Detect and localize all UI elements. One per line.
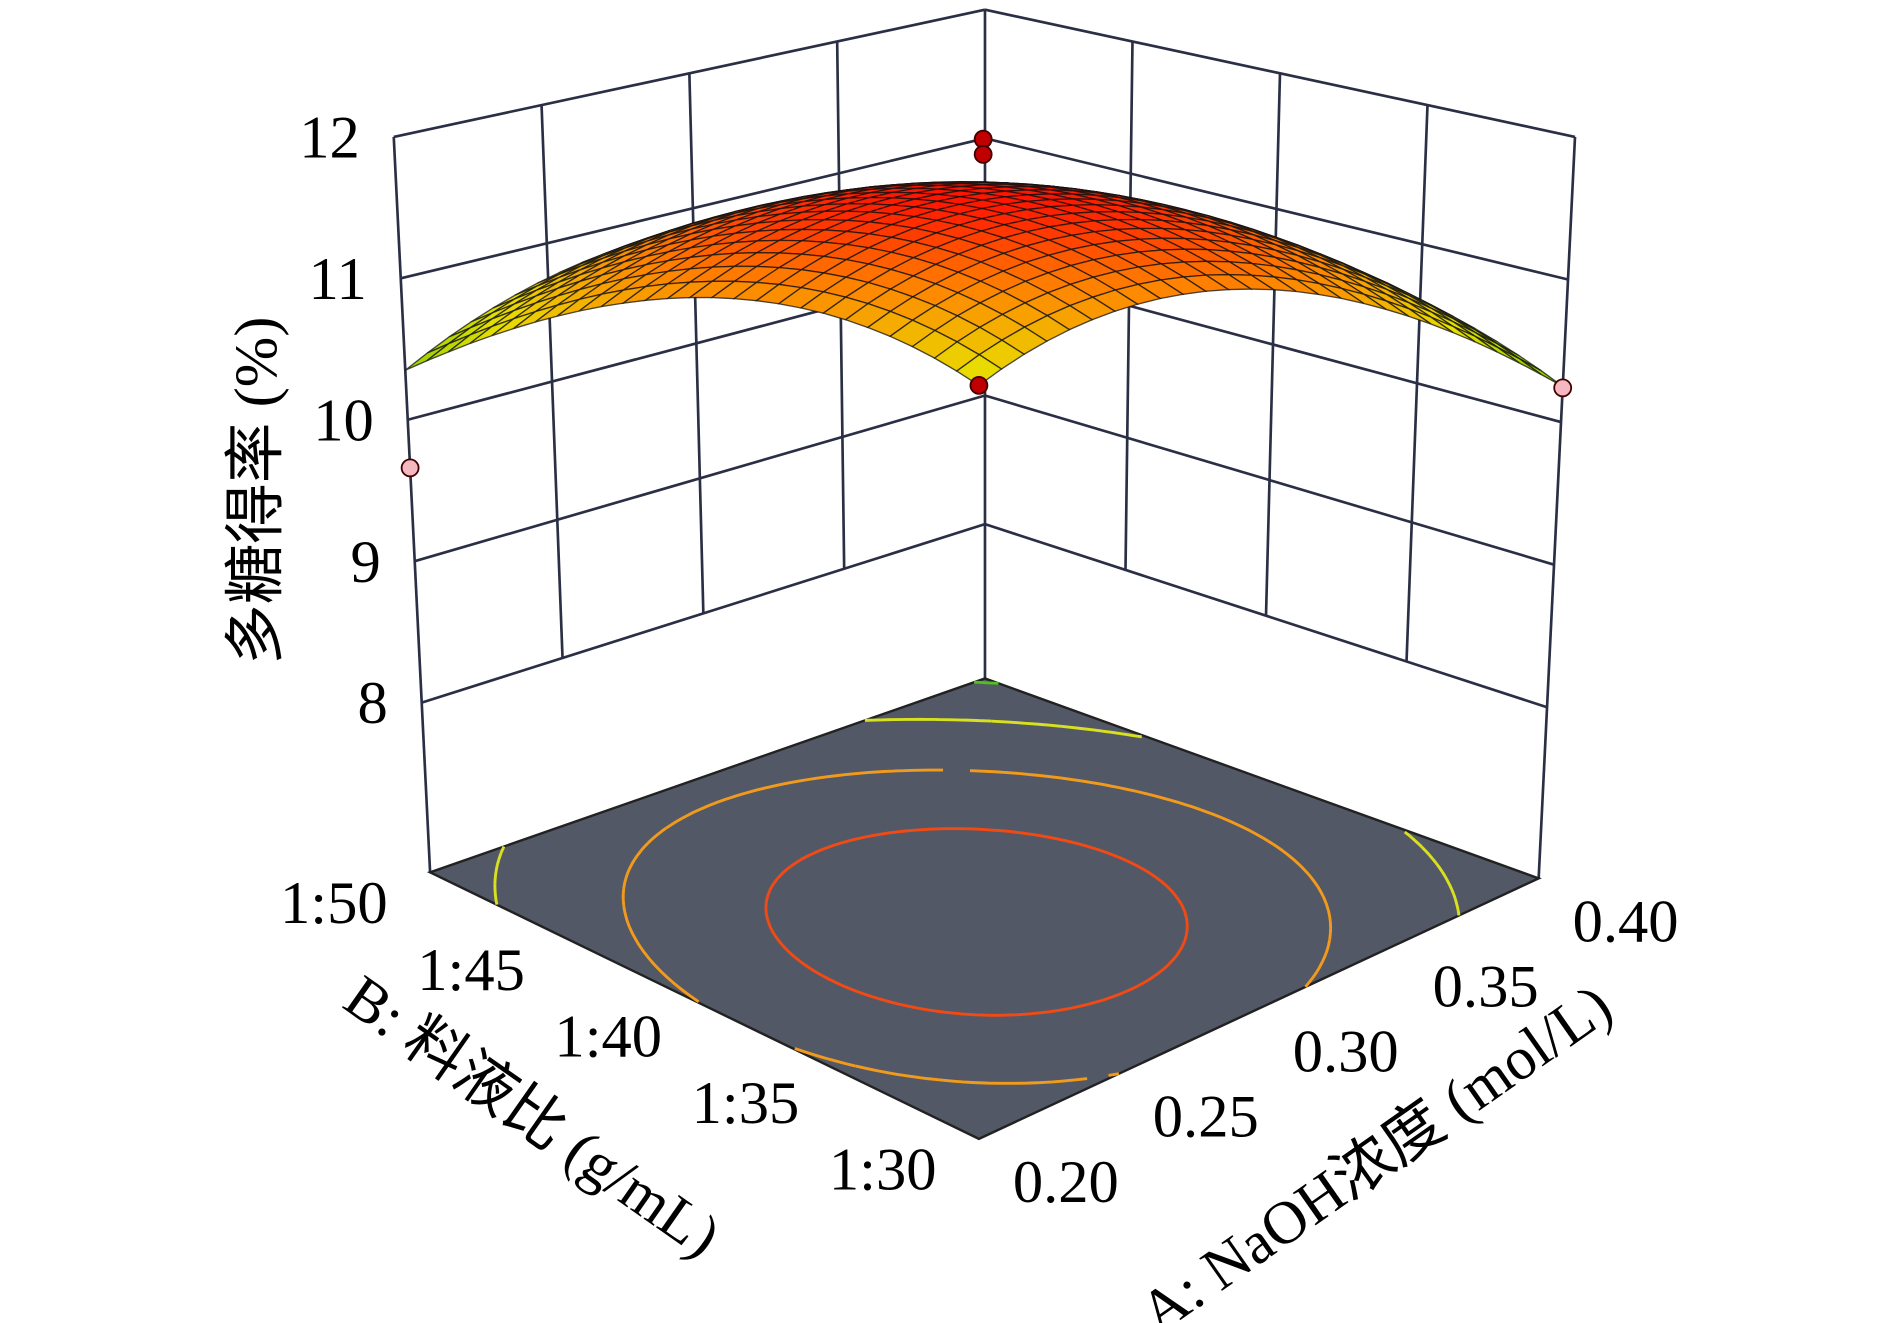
- floor-plane: [426, 677, 1542, 1141]
- surface-patch: [404, 343, 450, 371]
- left-corner-edge: [392, 136, 432, 873]
- right-corner-edge: [1537, 136, 1577, 879]
- design-point: [973, 145, 993, 164]
- x-tick-label: 0.35: [1433, 953, 1539, 1020]
- x-tick-label: 0.30: [1293, 1019, 1399, 1086]
- contour-line: [621, 768, 1333, 1085]
- contour-line: [974, 680, 999, 685]
- contour-line: [764, 827, 1189, 1017]
- y-tick-label: 1:35: [692, 1070, 800, 1137]
- y-tick-label: 1:30: [829, 1137, 937, 1204]
- z-tick-label: 10: [313, 387, 374, 454]
- design-points: [400, 129, 1573, 478]
- left-wall-vertical-gridline: [540, 105, 564, 659]
- tick-labels: 8 9 10 11 12 1:30 1:35 1:40 1:45 1:50 0.20 0.25 0.30…: [280, 105, 1679, 1216]
- y-tick-label: 1:50: [280, 870, 388, 937]
- z-tick-label: 11: [308, 246, 366, 313]
- y-tick-label: 1:45: [417, 937, 525, 1004]
- contour-line: [493, 717, 1461, 916]
- z-tick-label: 9: [351, 529, 381, 596]
- x-tick-label: 0.25: [1153, 1084, 1259, 1151]
- design-point: [969, 375, 989, 395]
- y-tick-label: 1:40: [554, 1003, 662, 1070]
- right-wall-vertical-gridline: [1264, 73, 1282, 616]
- x-tick-label: 0.20: [1013, 1149, 1119, 1216]
- left-wall-vertical-gridline: [688, 73, 705, 614]
- design-point: [400, 458, 420, 478]
- z-axis-title: 多糖得率 (%): [223, 317, 290, 665]
- surface-patch: [955, 353, 1003, 387]
- left-wall-gridline: [421, 522, 986, 704]
- x-tick-label: 0.40: [1573, 888, 1679, 955]
- response-surface: [404, 181, 1564, 388]
- y-axis-title: B: 料液比 (g/mL): [332, 963, 731, 1271]
- design-point: [1553, 378, 1573, 398]
- right-wall-vertical-gridline: [1405, 105, 1429, 662]
- contour-floor: [426, 677, 1542, 1141]
- z-tick-label: 8: [358, 670, 388, 737]
- z-tick-label: 12: [299, 105, 360, 172]
